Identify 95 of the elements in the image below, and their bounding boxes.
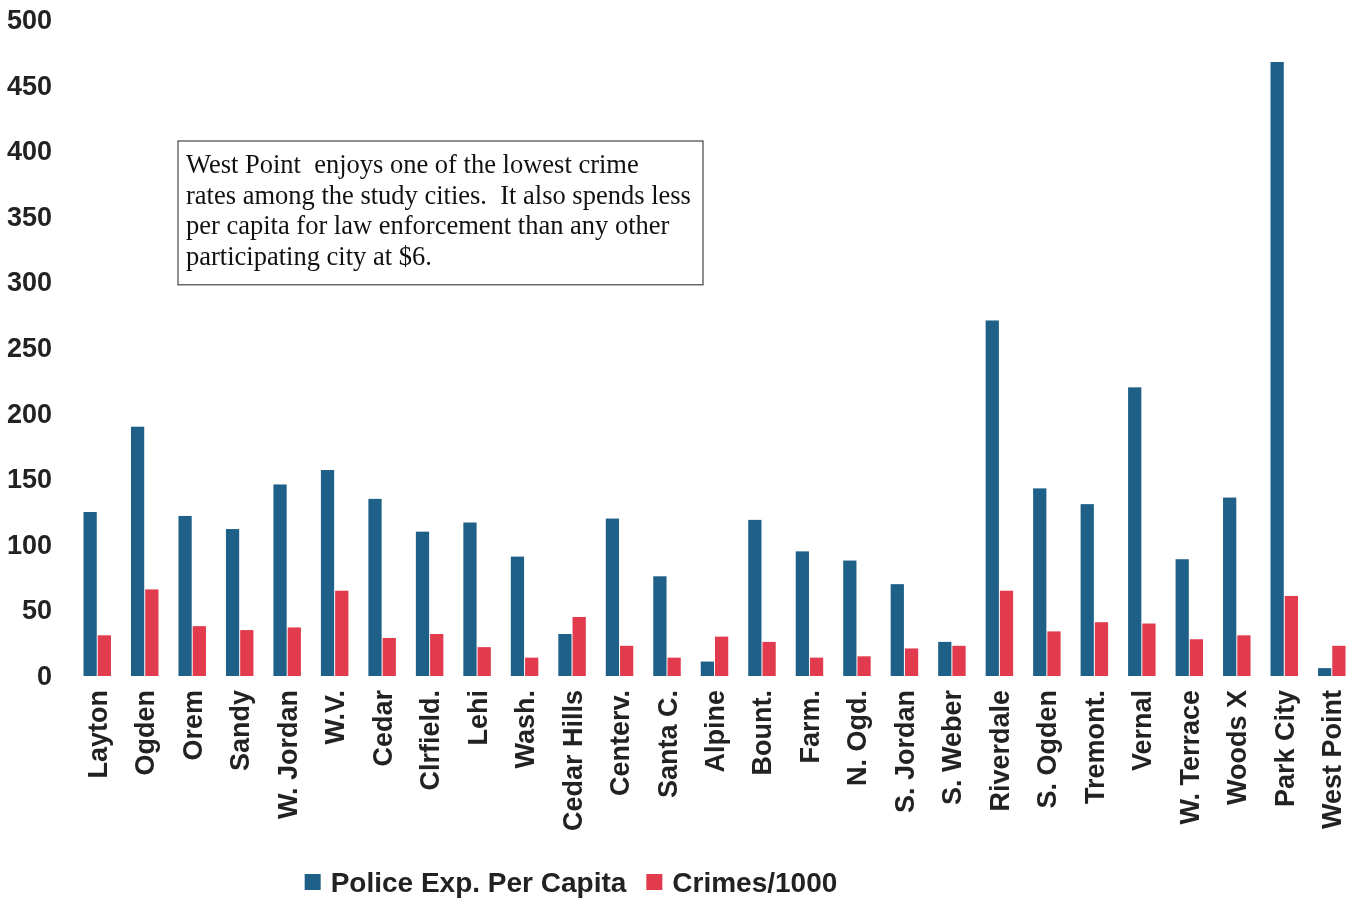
bar [1047, 631, 1061, 676]
bar [1223, 497, 1237, 676]
x-tick-label: Centerv. [605, 690, 636, 797]
bar [572, 616, 586, 676]
bar [287, 627, 301, 676]
y-tick-label: 150 [6, 464, 52, 495]
bar [748, 519, 762, 676]
x-tick-label: Cedar Hills [557, 690, 588, 832]
bar [178, 515, 192, 676]
bar [1270, 61, 1284, 676]
bar [653, 576, 667, 676]
bar [1332, 645, 1346, 676]
bar [320, 470, 335, 676]
bar [952, 645, 966, 676]
x-tick-label: Vernal [1127, 690, 1158, 772]
x-tick-label: W. Terrace [1174, 690, 1205, 825]
x-tick-label: Sandy [225, 690, 256, 772]
x-tick-label: S. Jordan [889, 690, 920, 814]
bar [1284, 595, 1299, 676]
legend-label: Police Exp. Per Capita [330, 866, 627, 898]
bar [558, 634, 572, 676]
bar [795, 551, 809, 676]
x-tick-label: Layton [82, 690, 113, 779]
y-tick-label: 450 [6, 70, 52, 101]
x-tick-label: Riverdale [984, 690, 1015, 812]
bar [273, 484, 287, 676]
y-tick-label: 400 [6, 136, 52, 167]
x-tick-label: W.V. [320, 690, 351, 745]
x-tick-label: Lehi [462, 690, 493, 746]
x-tick-label: Santa C. [652, 690, 683, 799]
x-tick-label: W. Jordan [272, 690, 303, 820]
bar [890, 584, 904, 676]
x-tick-label: Ogden [130, 690, 161, 776]
x-tick-label: Clrfield. [415, 690, 446, 791]
y-tick-label: 100 [6, 529, 52, 560]
legend-label: Crimes/1000 [672, 866, 838, 898]
bar [809, 657, 824, 676]
bar [97, 635, 111, 676]
bar [145, 589, 159, 676]
x-tick-label: S. Weber [937, 689, 968, 806]
bar [368, 498, 382, 676]
bar [83, 512, 97, 676]
x-tick-label: Tremont. [1079, 690, 1110, 805]
x-tick-label: Bount. [747, 690, 778, 776]
bar [904, 648, 919, 676]
bar [130, 426, 145, 676]
bar [415, 531, 430, 676]
y-tick-label: 0 [36, 661, 52, 691]
y-tick-label: 350 [6, 201, 52, 232]
annotation: West Point enjoys one of the lowest crime rates among the study cities. It also spends less per capita for law enforcement than any other participating city at $6. [186, 149, 691, 272]
bar [1142, 623, 1156, 676]
bar [225, 529, 240, 676]
x-tick-label: Woods X [1222, 690, 1253, 806]
bar [999, 590, 1014, 676]
bar [335, 590, 349, 676]
bar [667, 657, 681, 676]
bar [463, 522, 477, 676]
bar [1094, 622, 1109, 676]
x-tick-label: Wash. [510, 690, 541, 769]
x-tick-label: Alpine [700, 690, 730, 773]
x-tick-label: West Point [1317, 690, 1348, 830]
bar [857, 656, 871, 676]
x-tick-label: Cedar [367, 689, 398, 767]
bar [1189, 639, 1204, 676]
y-tick-label: 300 [6, 267, 52, 298]
bar [762, 641, 776, 676]
bar [240, 630, 254, 676]
bar [477, 647, 491, 676]
bar [382, 637, 396, 676]
x-tick-label: Park City [1269, 690, 1300, 808]
y-tick-label: 500 [6, 5, 52, 35]
x-tick-label: N. Ogd. [842, 690, 873, 786]
bar [700, 661, 714, 676]
bar [715, 636, 729, 676]
bar [620, 645, 634, 676]
x-tick-label: S. Ogden [1032, 690, 1063, 809]
x-tick-label: Orem [177, 690, 208, 761]
x-tick-label: Farm. [794, 690, 825, 764]
bar [1080, 504, 1094, 676]
bar [510, 556, 525, 676]
bar [843, 560, 857, 676]
bar [430, 634, 444, 676]
y-tick-label: 200 [6, 398, 52, 429]
bar [985, 320, 999, 676]
bar [1237, 635, 1251, 676]
bar [938, 641, 952, 676]
bar [1175, 559, 1189, 676]
y-tick-label: 50 [21, 595, 52, 626]
bar [192, 626, 206, 676]
bar [1128, 387, 1142, 676]
y-tick-label: 250 [6, 333, 52, 363]
bar [525, 657, 539, 676]
bar [1318, 668, 1332, 676]
bar [1033, 488, 1047, 676]
bar [605, 518, 620, 676]
